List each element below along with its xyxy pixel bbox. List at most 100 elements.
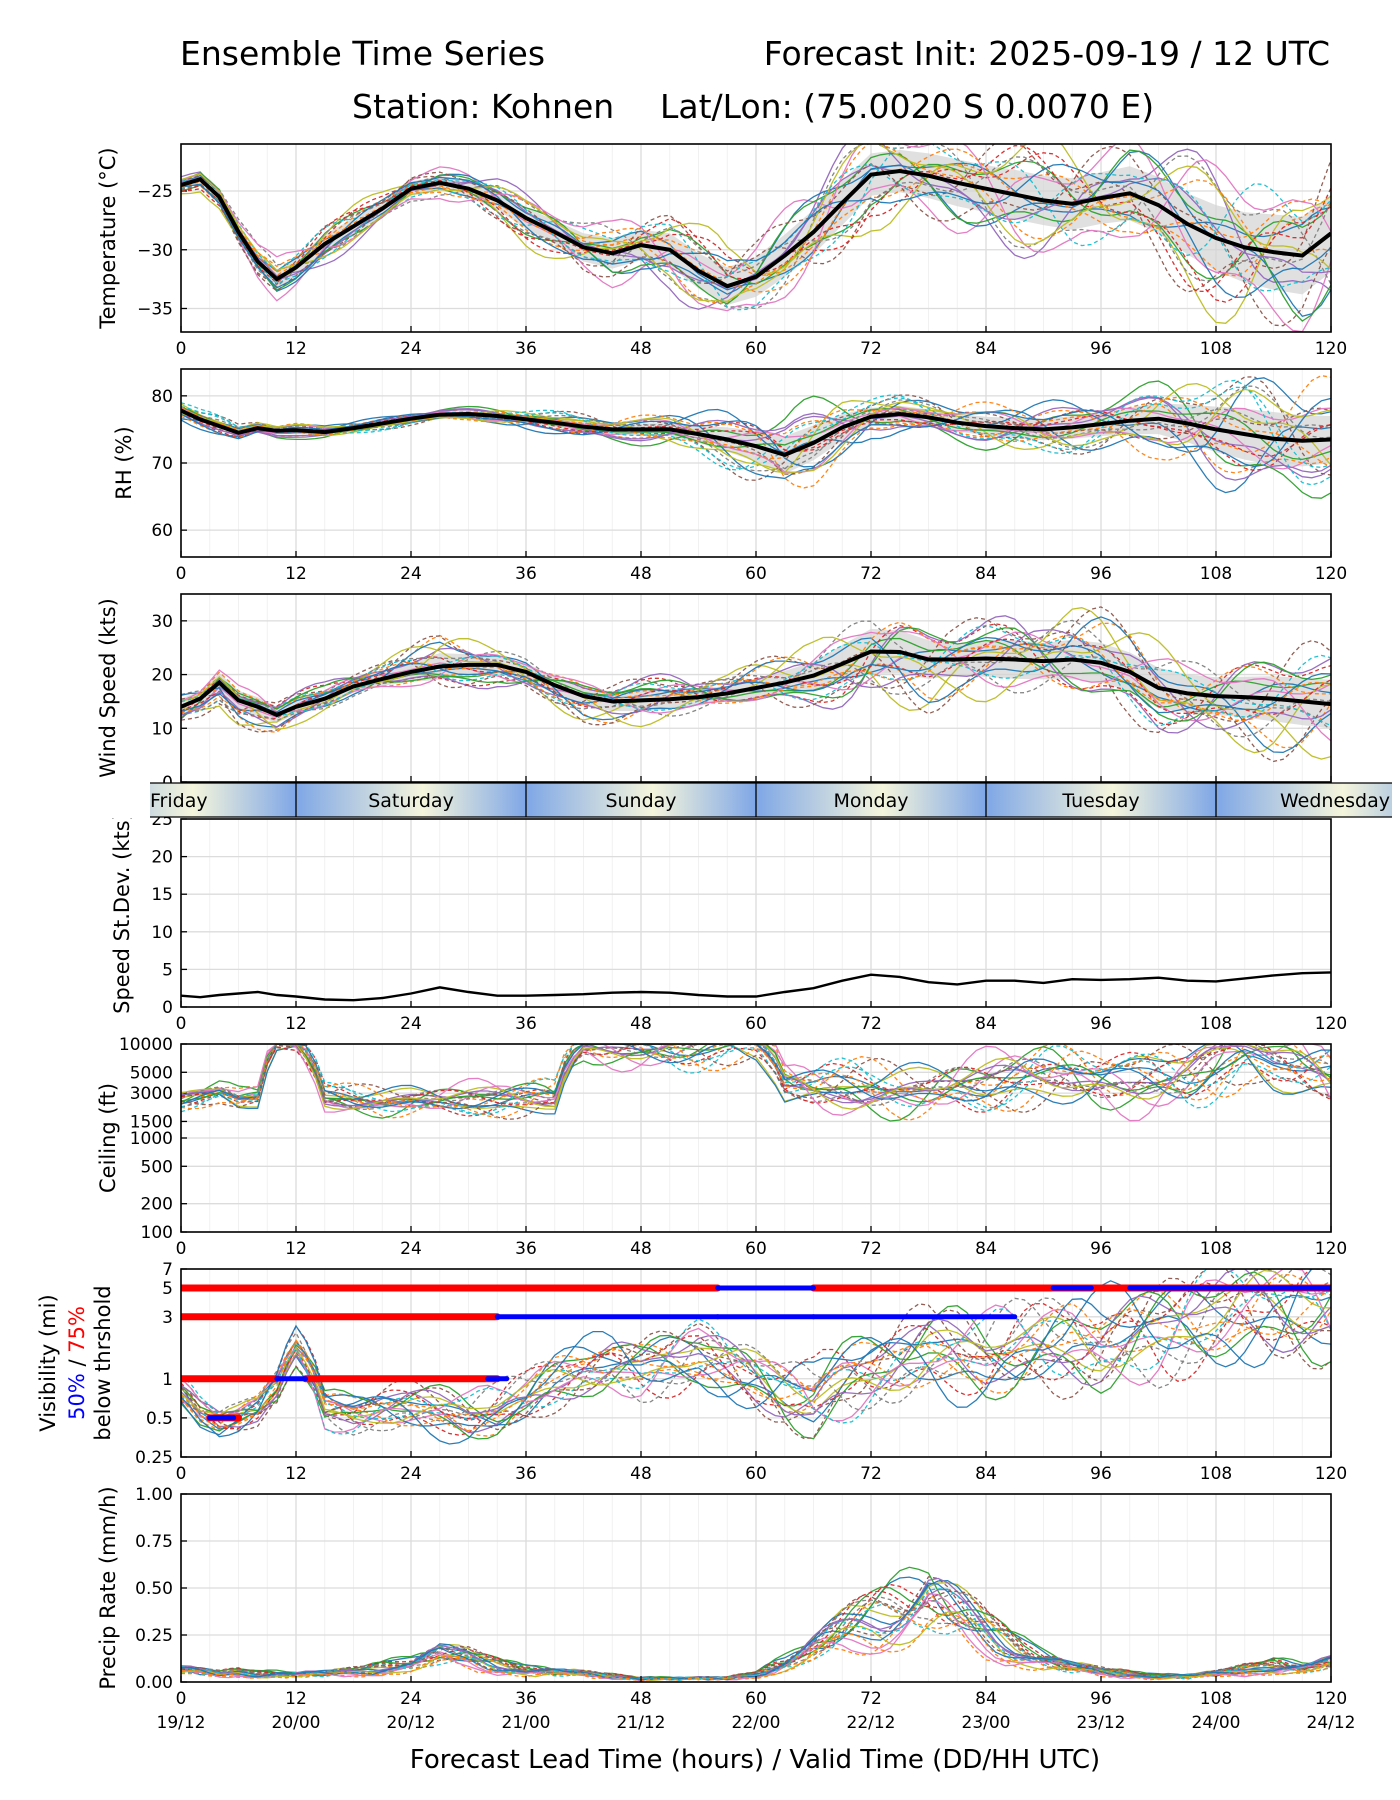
ensemble-member-line (181, 1289, 1331, 1432)
x-tick-label: 96 (1090, 564, 1112, 584)
x-tick-label: 36 (515, 1239, 537, 1259)
ensemble-member-line (181, 1044, 1331, 1106)
ensemble-member-line (181, 616, 1331, 754)
y-axis-label: Precip Rate (mm/h) (96, 1486, 120, 1689)
ensemble-member-line (181, 1044, 1331, 1115)
x-tick-label: 36 (515, 564, 537, 584)
x-tick-label: 120 (1315, 1689, 1347, 1709)
ensemble-member-line (181, 1590, 1331, 1680)
x-tick-label: 48 (630, 1689, 652, 1709)
ensemble-member-line (181, 1282, 1331, 1430)
ensemble-member-line (181, 1269, 1331, 1432)
x-tick-label: 84 (975, 1464, 997, 1484)
ensemble-member-line (181, 1588, 1331, 1680)
x-tick-label: 84 (975, 564, 997, 584)
y-tick-label: 1 (162, 1370, 173, 1390)
plot-area-temperature (181, 144, 1331, 332)
ensemble-member-line (181, 1044, 1331, 1110)
x-tick-label: 60 (745, 564, 767, 584)
x-tick-label: 60 (745, 1014, 767, 1034)
ensemble-member-line (181, 617, 1331, 734)
ensemble-member-line (181, 1295, 1331, 1434)
day-label-first: Friday (150, 790, 208, 812)
ensemble-member-line (181, 1044, 1331, 1107)
ensemble-member-line (181, 1044, 1331, 1120)
ensemble-member-line (181, 632, 1331, 760)
x-tick-label: 108 (1200, 1014, 1232, 1034)
pct-sep: / (65, 1353, 89, 1373)
x-tick-label: 72 (860, 1014, 882, 1034)
ensemble-member-line (181, 1277, 1331, 1440)
day-segment (986, 783, 1216, 817)
ensemble-member-line (181, 1294, 1331, 1436)
ensemble-member-line (181, 606, 1331, 763)
valid-time-label: 23/12 (1077, 1713, 1126, 1733)
ensemble-mean-line (181, 649, 1331, 718)
ensemble-mean-line (181, 168, 1331, 289)
ensemble-member-line (181, 144, 1331, 293)
ensemble-member-line (181, 379, 1331, 486)
plot-area-speed_sd (181, 971, 1331, 1002)
x-tick-label: 108 (1200, 1239, 1232, 1259)
day-label: Saturday (368, 790, 454, 812)
ensemble-member-line (181, 145, 1331, 327)
x-tick-label: 0 (176, 339, 187, 359)
x-tick-label: 96 (1090, 339, 1112, 359)
x-tick-label: 96 (1090, 1689, 1112, 1709)
valid-time-label: 19/12 (157, 1713, 206, 1733)
x-tick-label: 96 (1090, 1014, 1112, 1034)
ensemble-member-line (181, 144, 1331, 324)
y-axis-label: Wind Speed (kts) (96, 598, 120, 778)
day-segment (756, 783, 986, 817)
minor-grid-speed_sd (209, 819, 1303, 1007)
day-label: Wednesday (1280, 790, 1390, 812)
x-tick-label: 72 (860, 339, 882, 359)
x-tick-label: 12 (285, 1464, 307, 1484)
day-segment (296, 783, 526, 817)
valid-time-label: 22/00 (732, 1713, 781, 1733)
y-axis-label: Speed St.Dev. (kts) (110, 812, 134, 1014)
panel-wind: 0102030Wind Speed (kts) (96, 593, 1332, 793)
x-tick-label: 12 (285, 564, 307, 584)
panel-rh: 80 70 60 0 12 24 36 48 60 72 84 96 108 120 RH (%) (112, 368, 1347, 584)
x-tick-label: 48 (630, 1239, 652, 1259)
ensemble-member-line (181, 1044, 1331, 1111)
x-tick-label: 36 (515, 339, 537, 359)
x-tick-label: 48 (630, 1464, 652, 1484)
x-tick-label: 0 (176, 1464, 187, 1484)
x-tick-label: 120 (1315, 339, 1347, 359)
ensemble-member-line (181, 1044, 1331, 1117)
y-axis-label: Visibility (mi) (36, 1294, 60, 1431)
pct50-label: 50% (65, 1373, 89, 1420)
y-tick-label: 5000 (130, 1063, 173, 1083)
y-tick-label: 1500 (130, 1112, 173, 1132)
ensemble-member-line (181, 1269, 1331, 1424)
panels-group: −25−30−350 12 24 36 48 60 72 84 96 108 120Temperat… (36, 143, 1347, 1709)
x-tick-label: 48 (630, 1014, 652, 1034)
valid-time-label: 21/00 (502, 1713, 551, 1733)
y-tick-label: 10000 (119, 1035, 173, 1055)
panel-precip: 0.00 0.25 0.50 0.75 1.00 0 12 24 36 48 60 72 84 96 108… (96, 1485, 1347, 1709)
ensemble-member-line (181, 156, 1331, 288)
x-tick-label: 60 (745, 1239, 767, 1259)
x-tick-label: 60 (745, 1464, 767, 1484)
y-tick-label: −25 (137, 182, 173, 202)
valid-time-label: 24/12 (1307, 1713, 1356, 1733)
day-segment (1216, 783, 1400, 817)
valid-time-label: 23/00 (962, 1713, 1011, 1733)
ensemble-member-line (181, 144, 1331, 312)
x-tick-label: 0 (176, 1239, 187, 1259)
y-tick-label: 200 (141, 1195, 173, 1215)
x-tick-label: 84 (975, 1239, 997, 1259)
y-tick-label: 0.5 (146, 1409, 173, 1429)
ensemble-member-line (181, 1285, 1331, 1431)
plot-area-visibility (181, 1269, 1331, 1445)
y-tick-label: 0.00 (135, 1673, 173, 1693)
ensemble-member-line (181, 1044, 1331, 1110)
y-tick-label: 15 (151, 885, 173, 905)
y-tick-label: 60 (151, 521, 173, 541)
x-tick-label: 84 (975, 1014, 997, 1034)
ensemble-member-line (181, 1290, 1331, 1420)
plot-area-rh (181, 374, 1331, 499)
